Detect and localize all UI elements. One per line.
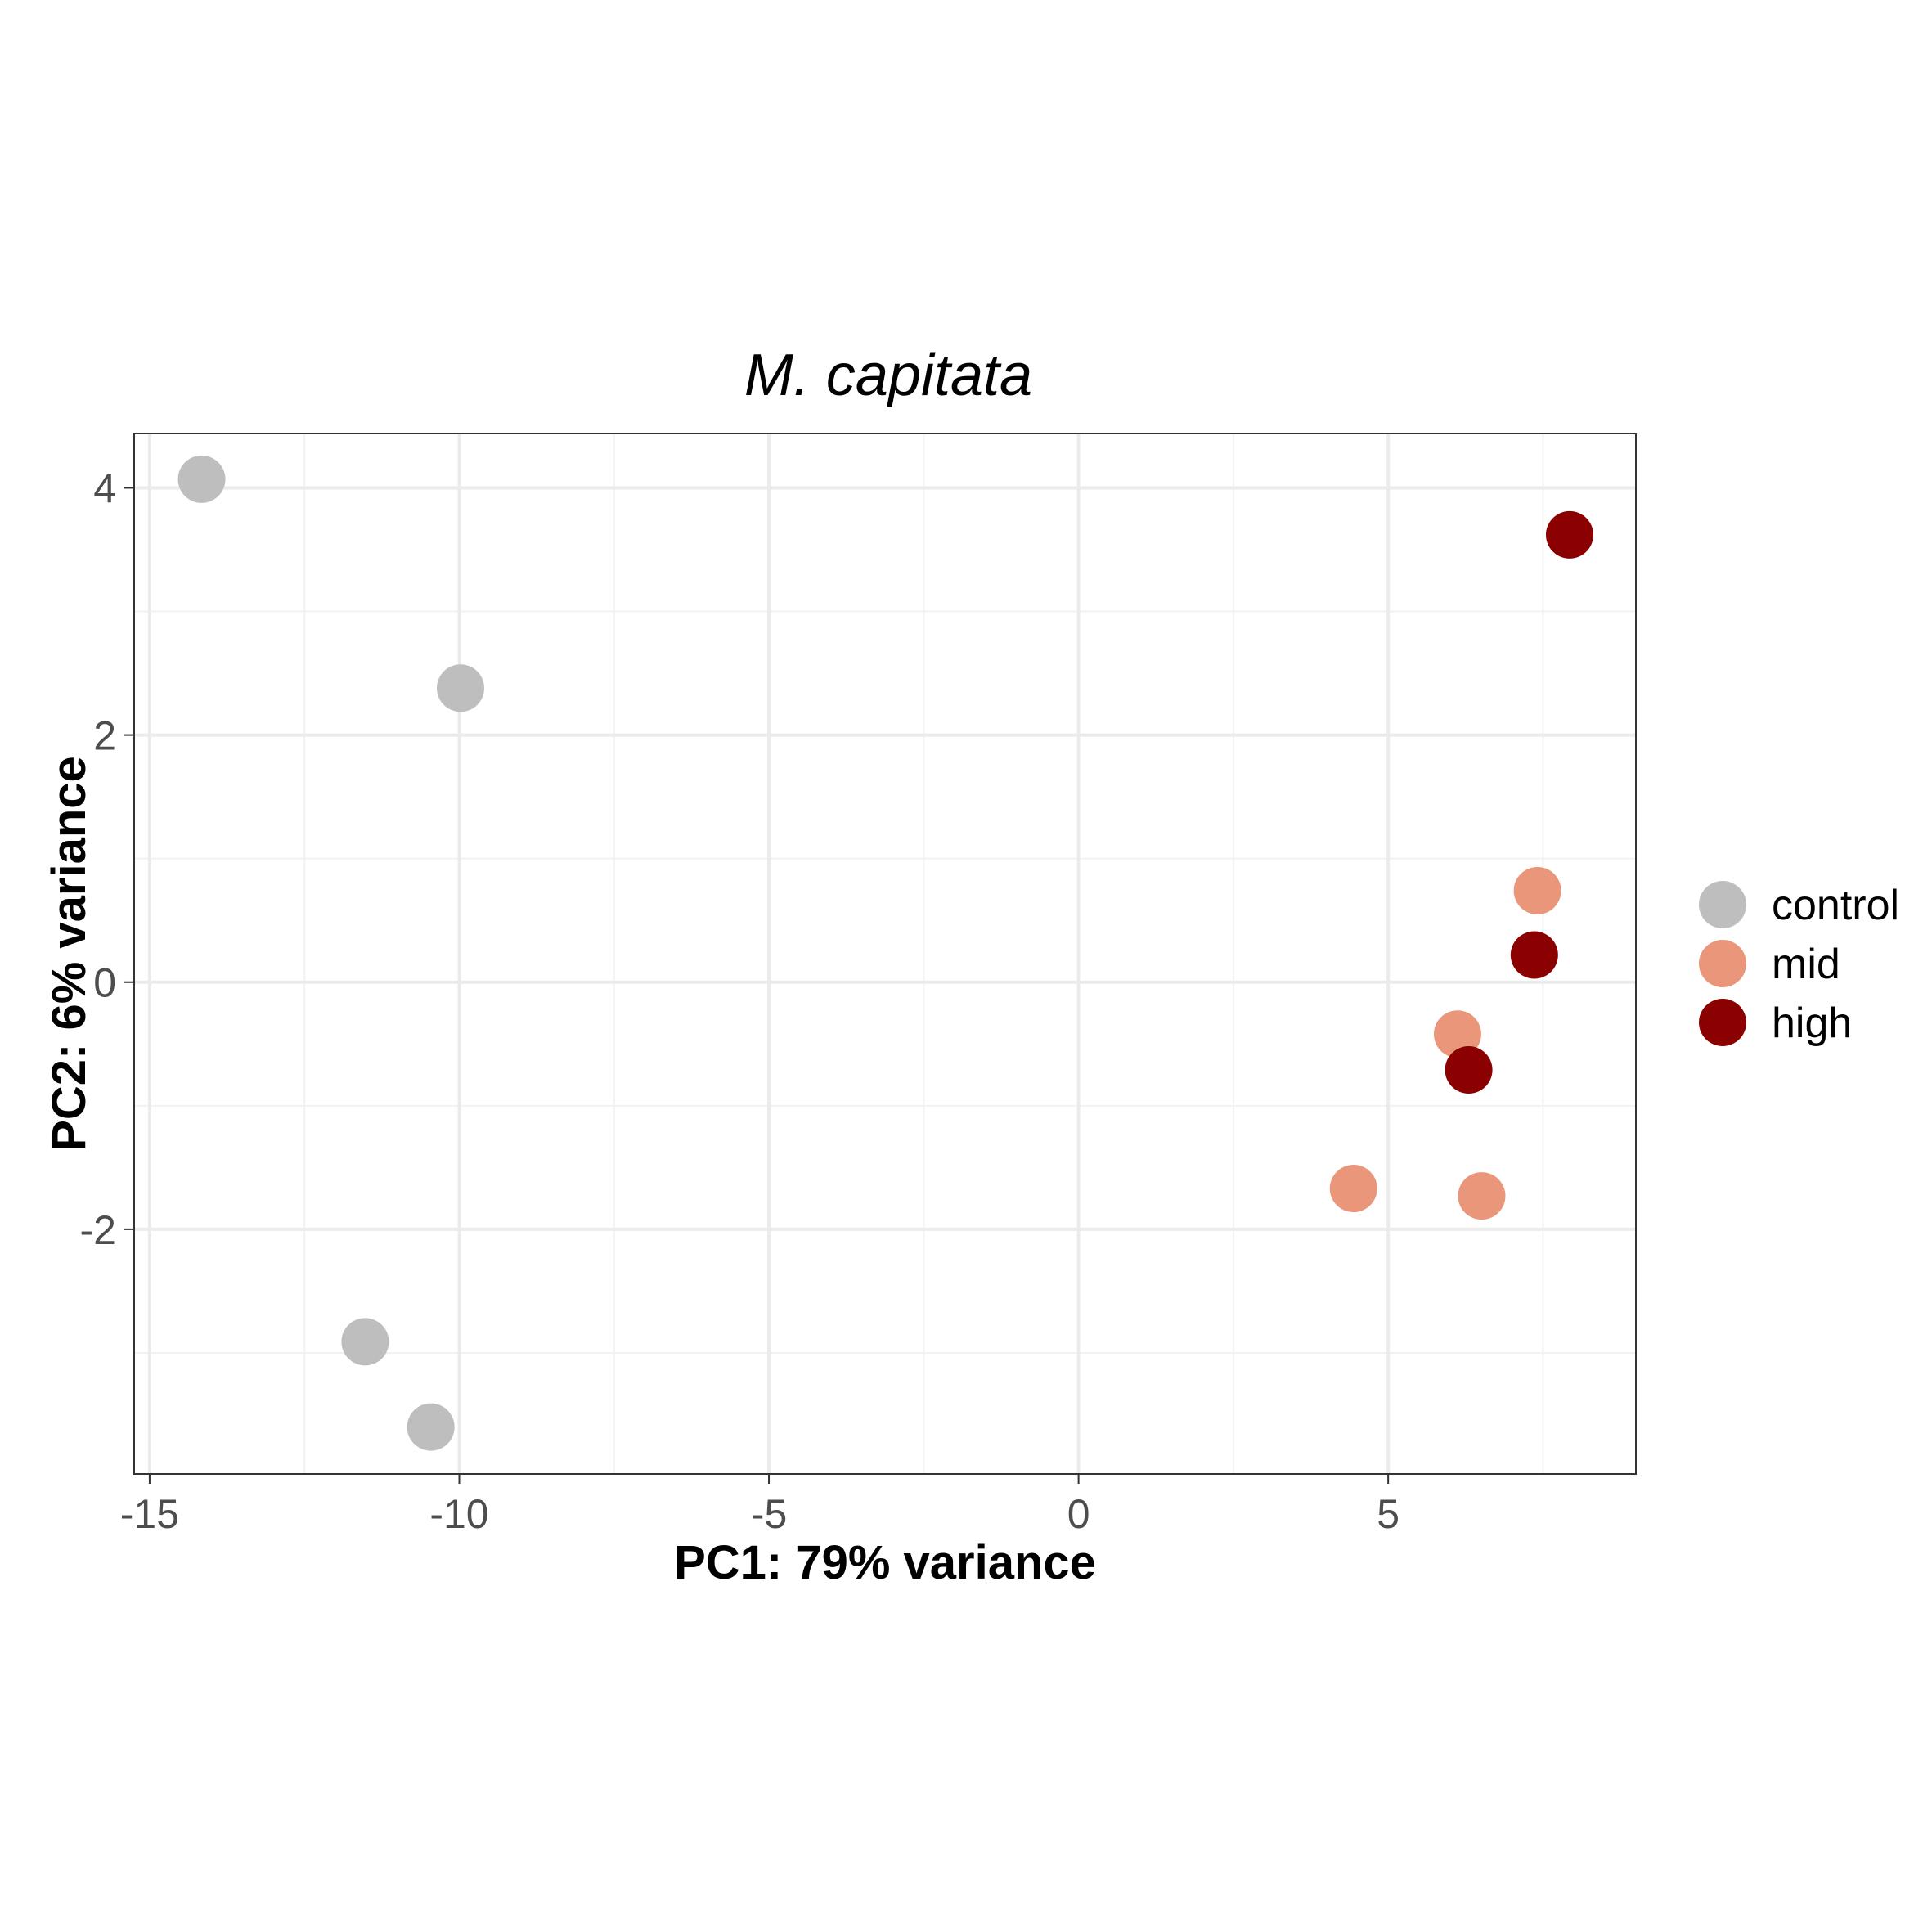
data-point-control [177, 455, 226, 503]
data-point-mid [1513, 866, 1561, 914]
data-point-mid [1329, 1165, 1377, 1213]
y-axis-title: PC2: 6% variance [43, 756, 96, 1152]
data-point-control [341, 1318, 389, 1366]
legend: control mid high [1699, 881, 1899, 1047]
panel-border [133, 433, 1637, 1475]
y-tick-label: -2 [80, 1207, 116, 1253]
data-point-mid [1433, 1010, 1481, 1058]
legend-key-control [1699, 881, 1746, 928]
y-tick-label: 0 [93, 960, 116, 1006]
legend-label-control: control [1772, 882, 1899, 929]
x-axis: -15 -10 -5 0 5 [120, 1474, 1400, 1537]
x-tick-label: 0 [1067, 1491, 1090, 1537]
x-tick-label: -15 [120, 1491, 179, 1537]
legend-label-high: high [1772, 1000, 1852, 1047]
minor-gridlines [134, 434, 1636, 1474]
x-axis-title: PC1: 79% variance [674, 1536, 1096, 1589]
y-tick-label: 2 [93, 713, 116, 759]
data-point-high [1510, 931, 1558, 979]
plot-panel [133, 433, 1637, 1475]
x-tick-label: 5 [1377, 1491, 1400, 1537]
legend-key-high [1699, 999, 1746, 1046]
y-tick-label: 4 [93, 465, 116, 511]
data-points [177, 455, 1593, 1451]
major-gridlines [134, 434, 1636, 1474]
chart-title: M. capitata [744, 343, 1032, 408]
y-axis: -2 0 2 4 [80, 465, 134, 1253]
x-tick-label: -10 [429, 1491, 488, 1537]
data-point-high [1445, 1046, 1493, 1094]
legend-key-mid [1699, 940, 1746, 987]
data-point-control [407, 1403, 455, 1451]
data-point-high [1545, 510, 1593, 559]
legend-label-mid: mid [1772, 941, 1840, 988]
panel-background [134, 434, 1636, 1474]
x-tick-label: -5 [751, 1491, 787, 1537]
data-point-mid [1458, 1172, 1506, 1220]
data-point-control [436, 664, 484, 712]
